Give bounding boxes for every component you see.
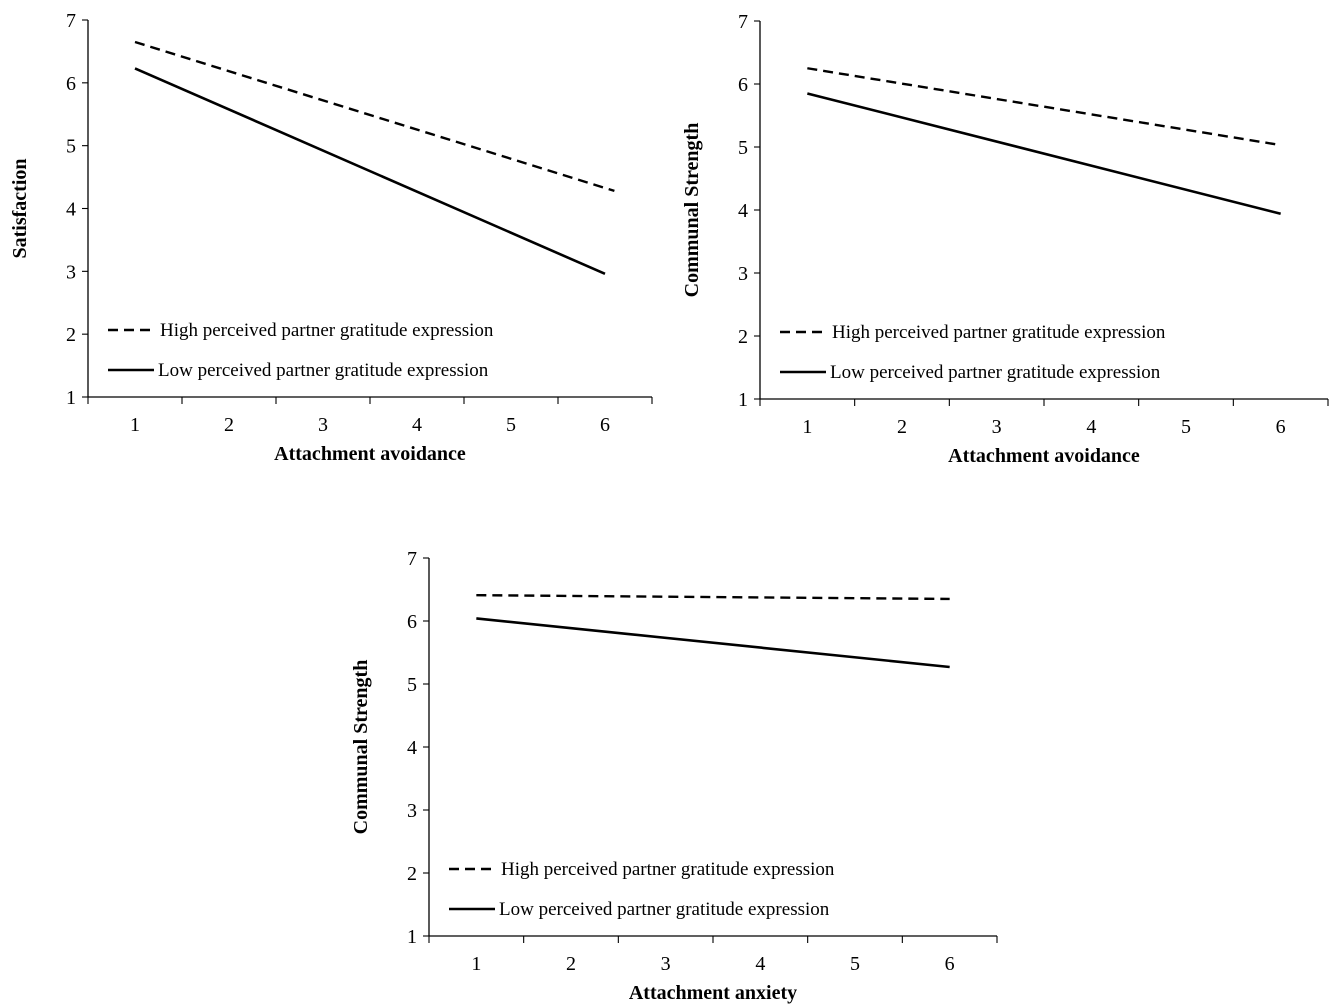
chart-3-y-tick-label: 5 [407,674,417,696]
chart-2-y-tick-label: 6 [738,74,748,96]
chart-2-legend-label-high: High perceived partner gratitude express… [832,322,1166,343]
chart-3-legend-label-low: Low perceived partner gratitude expressi… [499,899,830,920]
chart-3-y-tick-label: 1 [407,926,417,948]
chart-1-x-tick-label: 1 [130,414,140,436]
chart-2-y-axis-title: Communal Strength [681,123,703,298]
chart-2-x-axis-title: Attachment avoidance [948,445,1140,467]
chart-1-y-axis-title: Satisfaction [9,159,31,259]
chart-1: 1 2 3 4 5 6 7 1 2 3 4 5 6 Attachment avoidance Satisfa… [9,10,653,465]
chart-1-x-tick-label: 2 [224,414,234,436]
chart-3-legend-label-high: High perceived partner gratitude express… [501,859,835,880]
chart-2: 1 2 3 4 5 6 7 1 2 3 4 5 6 Attachment avoidance Communa… [681,11,1329,467]
chart-3: 1 2 3 4 5 6 7 1 2 3 4 5 6 Attachment anxiety Communal … [350,548,998,1004]
chart-1-series-low-line [134,67,606,276]
chart-2-series-high-line [807,67,1281,147]
chart-1-y-tick-label: 7 [66,10,76,32]
chart-3-y-tick-label: 7 [407,548,417,570]
chart-1-x-tick-label: 3 [318,414,328,436]
chart-3-y-tick-label: 6 [407,611,417,633]
chart-3-series-high-line [476,593,950,601]
chart-2-x-tick-label: 6 [1276,416,1286,438]
chart-3-x-tick-label: 6 [945,953,955,975]
chart-3-x-tick-label: 1 [471,953,481,975]
chart-2-x-tick-label: 5 [1181,416,1191,438]
chart-3-y-tick-label: 3 [407,800,417,822]
chart-3-x-tick-label: 3 [661,953,671,975]
chart-2-x-tick-label: 4 [1086,416,1096,438]
chart-1-y-tick-label: 4 [66,199,76,221]
chart-3-series-low-line [476,617,950,669]
chart-1-legend-label-low: Low perceived partner gratitude expressi… [158,360,489,381]
chart-1-x-tick-label: 5 [506,414,516,436]
chart-2-x-tick-label: 2 [897,416,907,438]
chart-1-y-tick-label: 3 [66,261,76,283]
chart-2-x-tick-label: 3 [992,416,1002,438]
chart-2-x-tick-label: 1 [802,416,812,438]
chart-1-y-tick-label: 2 [66,324,76,346]
chart-1-y-tick-label: 5 [66,136,76,158]
chart-1-x-tick-label: 6 [600,414,610,436]
chart-3-x-tick-label: 2 [566,953,576,975]
chart-2-y-tick-label: 4 [738,200,748,222]
chart-1-y-tick-label: 1 [66,387,76,409]
chart-2-series-low-line [807,92,1281,216]
chart-1-y-tick-label: 6 [66,73,76,95]
chart-2-y-tick-label: 2 [738,326,748,348]
chart-1-x-tick-label: 4 [412,414,422,436]
chart-1-x-axis-title: Attachment avoidance [274,443,466,465]
chart-2-y-tick-label: 1 [738,389,748,411]
chart-1-legend-label-high: High perceived partner gratitude express… [160,320,494,341]
chart-1-series-high-line [134,40,615,193]
chart-3-y-tick-label: 4 [407,737,417,759]
chart-2-legend-label-low: Low perceived partner gratitude expressi… [830,362,1161,383]
chart-3-y-axis-title: Communal Strength [350,660,372,835]
chart-3-x-tick-label: 5 [850,953,860,975]
chart-3-y-tick-label: 2 [407,863,417,885]
chart-3-x-axis-title: Attachment anxiety [629,982,797,1004]
chart-2-y-tick-label: 3 [738,263,748,285]
chart-3-x-tick-label: 4 [755,953,765,975]
chart-2-y-tick-label: 7 [738,11,748,33]
chart-2-y-tick-label: 5 [738,137,748,159]
